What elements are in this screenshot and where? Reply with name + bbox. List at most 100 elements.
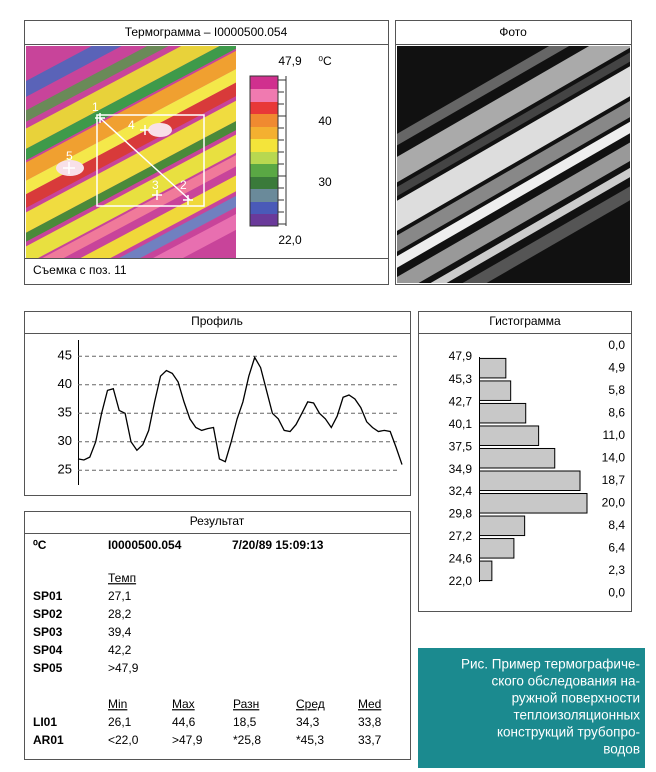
caption-line: ского обследования на- — [491, 674, 640, 689]
file-name: I0000500.054 — [108, 538, 182, 552]
y-tick-label: 40,1 — [449, 417, 473, 431]
scale-label: 40 — [318, 114, 332, 128]
bar — [479, 560, 493, 582]
y-tick-label: 45 — [58, 348, 72, 363]
result-title: Результат — [190, 514, 245, 528]
spot-id: SP01 — [33, 589, 63, 603]
area-value: 33,7 — [358, 733, 382, 747]
value-label: 8,6 — [608, 405, 625, 419]
caption-line: конструкций трубопро- — [497, 725, 640, 740]
column-header: Сред — [296, 697, 325, 711]
caption-line: ружной поверхности — [512, 691, 640, 706]
spot-value: 42,2 — [108, 643, 132, 657]
bar — [479, 357, 507, 379]
spot-value: 27,1 — [108, 589, 132, 603]
value-label: 2,3 — [608, 563, 625, 577]
value-label: 18,7 — [602, 473, 626, 487]
bar — [479, 538, 515, 559]
y-tick-label: 25 — [58, 462, 72, 477]
y-tick-label: 34,9 — [449, 462, 473, 476]
y-tick-label: 22,0 — [449, 574, 473, 588]
y-tick-label: 27,2 — [449, 529, 473, 543]
column-header: Min — [108, 697, 127, 711]
histogram-title: Гистограмма — [489, 314, 561, 328]
value-label: 0,0 — [608, 586, 625, 600]
bar — [479, 447, 556, 469]
area-value: <22,0 — [108, 733, 139, 747]
value-label: 0,0 — [608, 338, 625, 352]
spot-value: 28,2 — [108, 607, 132, 621]
bar — [479, 470, 581, 492]
bar — [479, 380, 512, 401]
y-tick-label: 42,7 — [449, 394, 473, 408]
caption-box — [418, 648, 645, 768]
marker-label: 3 — [152, 178, 159, 192]
area-value: 26,1 — [108, 715, 132, 729]
spot-id: SP02 — [33, 607, 63, 621]
y-tick-label: 37,5 — [449, 440, 473, 454]
y-tick-label: 30 — [58, 433, 72, 448]
scale-unit: ⁰C — [318, 54, 332, 68]
marker-label: 2 — [180, 178, 187, 192]
date-time: 7/20/89 15:09:13 — [232, 538, 324, 552]
area-value: 33,8 — [358, 715, 382, 729]
bar — [479, 402, 527, 424]
caption-line: водов — [603, 742, 640, 757]
area-id: LI01 — [33, 715, 57, 729]
value-label: 5,8 — [608, 383, 625, 397]
analysis-markers — [63, 113, 205, 207]
unit: ⁰C — [33, 538, 47, 552]
value-label: 8,4 — [608, 518, 625, 532]
y-tick-label: 35 — [58, 405, 72, 420]
y-tick-label: 29,8 — [449, 506, 473, 520]
area-value: 34,3 — [296, 715, 320, 729]
profile-title: Профиль — [191, 314, 243, 328]
thermogram-caption: Съемка с поз. 11 — [33, 263, 127, 277]
thermogram-image — [26, 46, 236, 258]
scale-label: 30 — [318, 175, 332, 189]
y-tick-label: 24,6 — [449, 552, 473, 566]
profile-panel — [24, 311, 411, 496]
area-value: *45,3 — [296, 733, 324, 747]
value-label: 20,0 — [602, 495, 626, 509]
bar — [479, 425, 540, 446]
photo-title: Фото — [499, 25, 527, 39]
bar — [479, 515, 526, 537]
scale-label: 22,0 — [278, 233, 302, 247]
value-label: 11,0 — [603, 428, 626, 442]
spot-id: SP04 — [33, 643, 63, 657]
y-tick-label: 47,9 — [449, 349, 473, 363]
spot-value: >47,9 — [108, 661, 139, 675]
scale-label: 47,9 — [278, 54, 302, 68]
spot-id: SP05 — [33, 661, 63, 675]
value-label: 14,0 — [602, 450, 626, 464]
value-label: 6,4 — [608, 540, 625, 554]
value-label: 4,9 — [608, 360, 625, 374]
column-header: Max — [172, 697, 195, 711]
caption-line: теплоизоляционных — [513, 708, 640, 723]
spot-id: SP03 — [33, 625, 63, 639]
spot-value: 39,4 — [108, 625, 132, 639]
y-tick-label: 40 — [58, 376, 72, 391]
photo-image — [397, 46, 630, 283]
color-scale — [249, 75, 287, 227]
area-id: AR01 — [33, 733, 64, 747]
area-value: 18,5 — [233, 715, 257, 729]
column-header: Med — [358, 697, 381, 711]
caption-line: Рис. Пример термографиче- — [461, 657, 640, 672]
thermogram-title: Термограмма – I0000500.054 — [125, 25, 288, 39]
area-value: >47,9 — [172, 733, 203, 747]
bar — [479, 493, 588, 514]
column-header: Темп — [108, 571, 136, 585]
y-tick-label: 45,3 — [449, 372, 473, 386]
area-value: 44,6 — [172, 715, 196, 729]
area-value: *25,8 — [233, 733, 261, 747]
result-panel — [24, 511, 411, 760]
column-header: Разн — [233, 697, 259, 711]
marker-label: 4 — [128, 118, 135, 132]
y-tick-label: 32,4 — [449, 484, 473, 498]
profile-line — [77, 355, 403, 465]
marker-label: 1 — [92, 100, 99, 114]
marker-label: 5 — [66, 149, 73, 163]
